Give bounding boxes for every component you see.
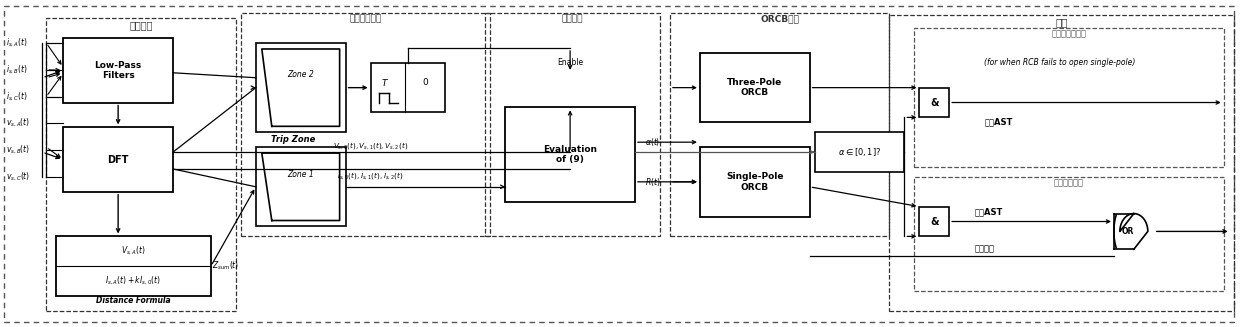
Text: $v_{s,B}(t)$: $v_{s,B}(t)$: [6, 144, 31, 156]
Text: Single-Pole
ORCB: Single-Pole ORCB: [725, 172, 784, 192]
Text: ORCB检测: ORCB检测: [760, 15, 799, 24]
Text: 单极跳闸逻辑: 单极跳闸逻辑: [1054, 178, 1084, 187]
Bar: [919, 88, 950, 117]
Text: $i_{s,B}(t)$: $i_{s,B}(t)$: [6, 64, 29, 76]
Bar: [63, 38, 174, 103]
Text: $V_{s,A}(t)$: $V_{s,A}(t)$: [120, 245, 145, 257]
Text: $T$: $T$: [382, 77, 389, 88]
Text: Three-Pole
ORCB: Three-Pole ORCB: [727, 78, 782, 97]
Text: $\alpha(t)$: $\alpha(t)$: [645, 136, 660, 148]
Text: $I_{s,A}(t)+kI_{s,0}(t)$: $I_{s,A}(t)+kI_{s,0}(t)$: [105, 275, 161, 287]
Text: 三极AST: 三极AST: [985, 118, 1013, 127]
Text: 单极AST: 单极AST: [975, 207, 1003, 216]
Bar: [670, 13, 889, 236]
Text: Evaluation
of (9): Evaluation of (9): [543, 145, 598, 164]
Text: DFT: DFT: [108, 155, 129, 164]
Text: 三极跳闸的逻辑: 三极跳闸的逻辑: [1052, 30, 1086, 39]
Bar: [914, 177, 1224, 291]
Bar: [255, 43, 346, 132]
Bar: [241, 13, 490, 236]
Text: Trip Zone: Trip Zone: [270, 135, 315, 144]
Text: Zone 1: Zone 1: [288, 170, 314, 180]
Text: $\alpha\in[0,1]$?: $\alpha\in[0,1]$?: [838, 146, 882, 158]
Bar: [485, 13, 660, 236]
Text: 故障定位: 故障定位: [562, 15, 583, 24]
Text: 0: 0: [423, 78, 428, 87]
Bar: [56, 236, 211, 296]
Bar: [46, 18, 236, 311]
Text: Low-Pass
Filters: Low-Pass Filters: [94, 60, 141, 80]
Bar: [815, 132, 904, 172]
Bar: [371, 63, 445, 112]
Text: OR: OR: [1122, 227, 1135, 236]
Text: $R(t)$: $R(t)$: [645, 176, 661, 188]
Text: 相量估计: 相量估计: [129, 20, 153, 30]
Text: $v_{s,C}(t)$: $v_{s,C}(t)$: [6, 171, 31, 183]
Bar: [699, 53, 810, 122]
Text: $V_{s,0}(t), V_{s,1}(t), V_{s,2}(t)$: $V_{s,0}(t), V_{s,1}(t), V_{s,2}(t)$: [334, 140, 408, 151]
Text: Distance Formula: Distance Formula: [95, 296, 170, 305]
Text: 判定: 判定: [1055, 17, 1068, 27]
Text: 阻抗轨迹检测: 阻抗轨迹检测: [350, 15, 382, 24]
Text: $Z_{sum}(t)$: $Z_{sum}(t)$: [212, 260, 239, 272]
Bar: [889, 15, 1234, 311]
Bar: [255, 147, 346, 227]
Text: $i_{s,A}(t)$: $i_{s,A}(t)$: [6, 37, 29, 49]
Text: $v_{s,A}(t)$: $v_{s,A}(t)$: [6, 117, 31, 129]
Text: 瞬时跳闸: 瞬时跳闸: [975, 245, 994, 254]
Text: &: &: [930, 97, 939, 108]
Text: &: &: [930, 216, 939, 227]
Bar: [63, 127, 174, 192]
Bar: [919, 207, 950, 236]
Bar: [505, 108, 635, 202]
Text: (for when RCB fails to open single-pole): (for when RCB fails to open single-pole): [985, 58, 1136, 67]
Text: Zone 2: Zone 2: [288, 70, 314, 79]
Text: $I_{s,0}(t), I_{s,1}(t), I_{s,2}(t)$: $I_{s,0}(t), I_{s,1}(t), I_{s,2}(t)$: [337, 170, 404, 181]
Bar: [914, 28, 1224, 167]
Text: $i_{s,C}(t)$: $i_{s,C}(t)$: [6, 91, 29, 103]
Text: Enable: Enable: [557, 58, 583, 67]
Bar: [699, 147, 810, 216]
